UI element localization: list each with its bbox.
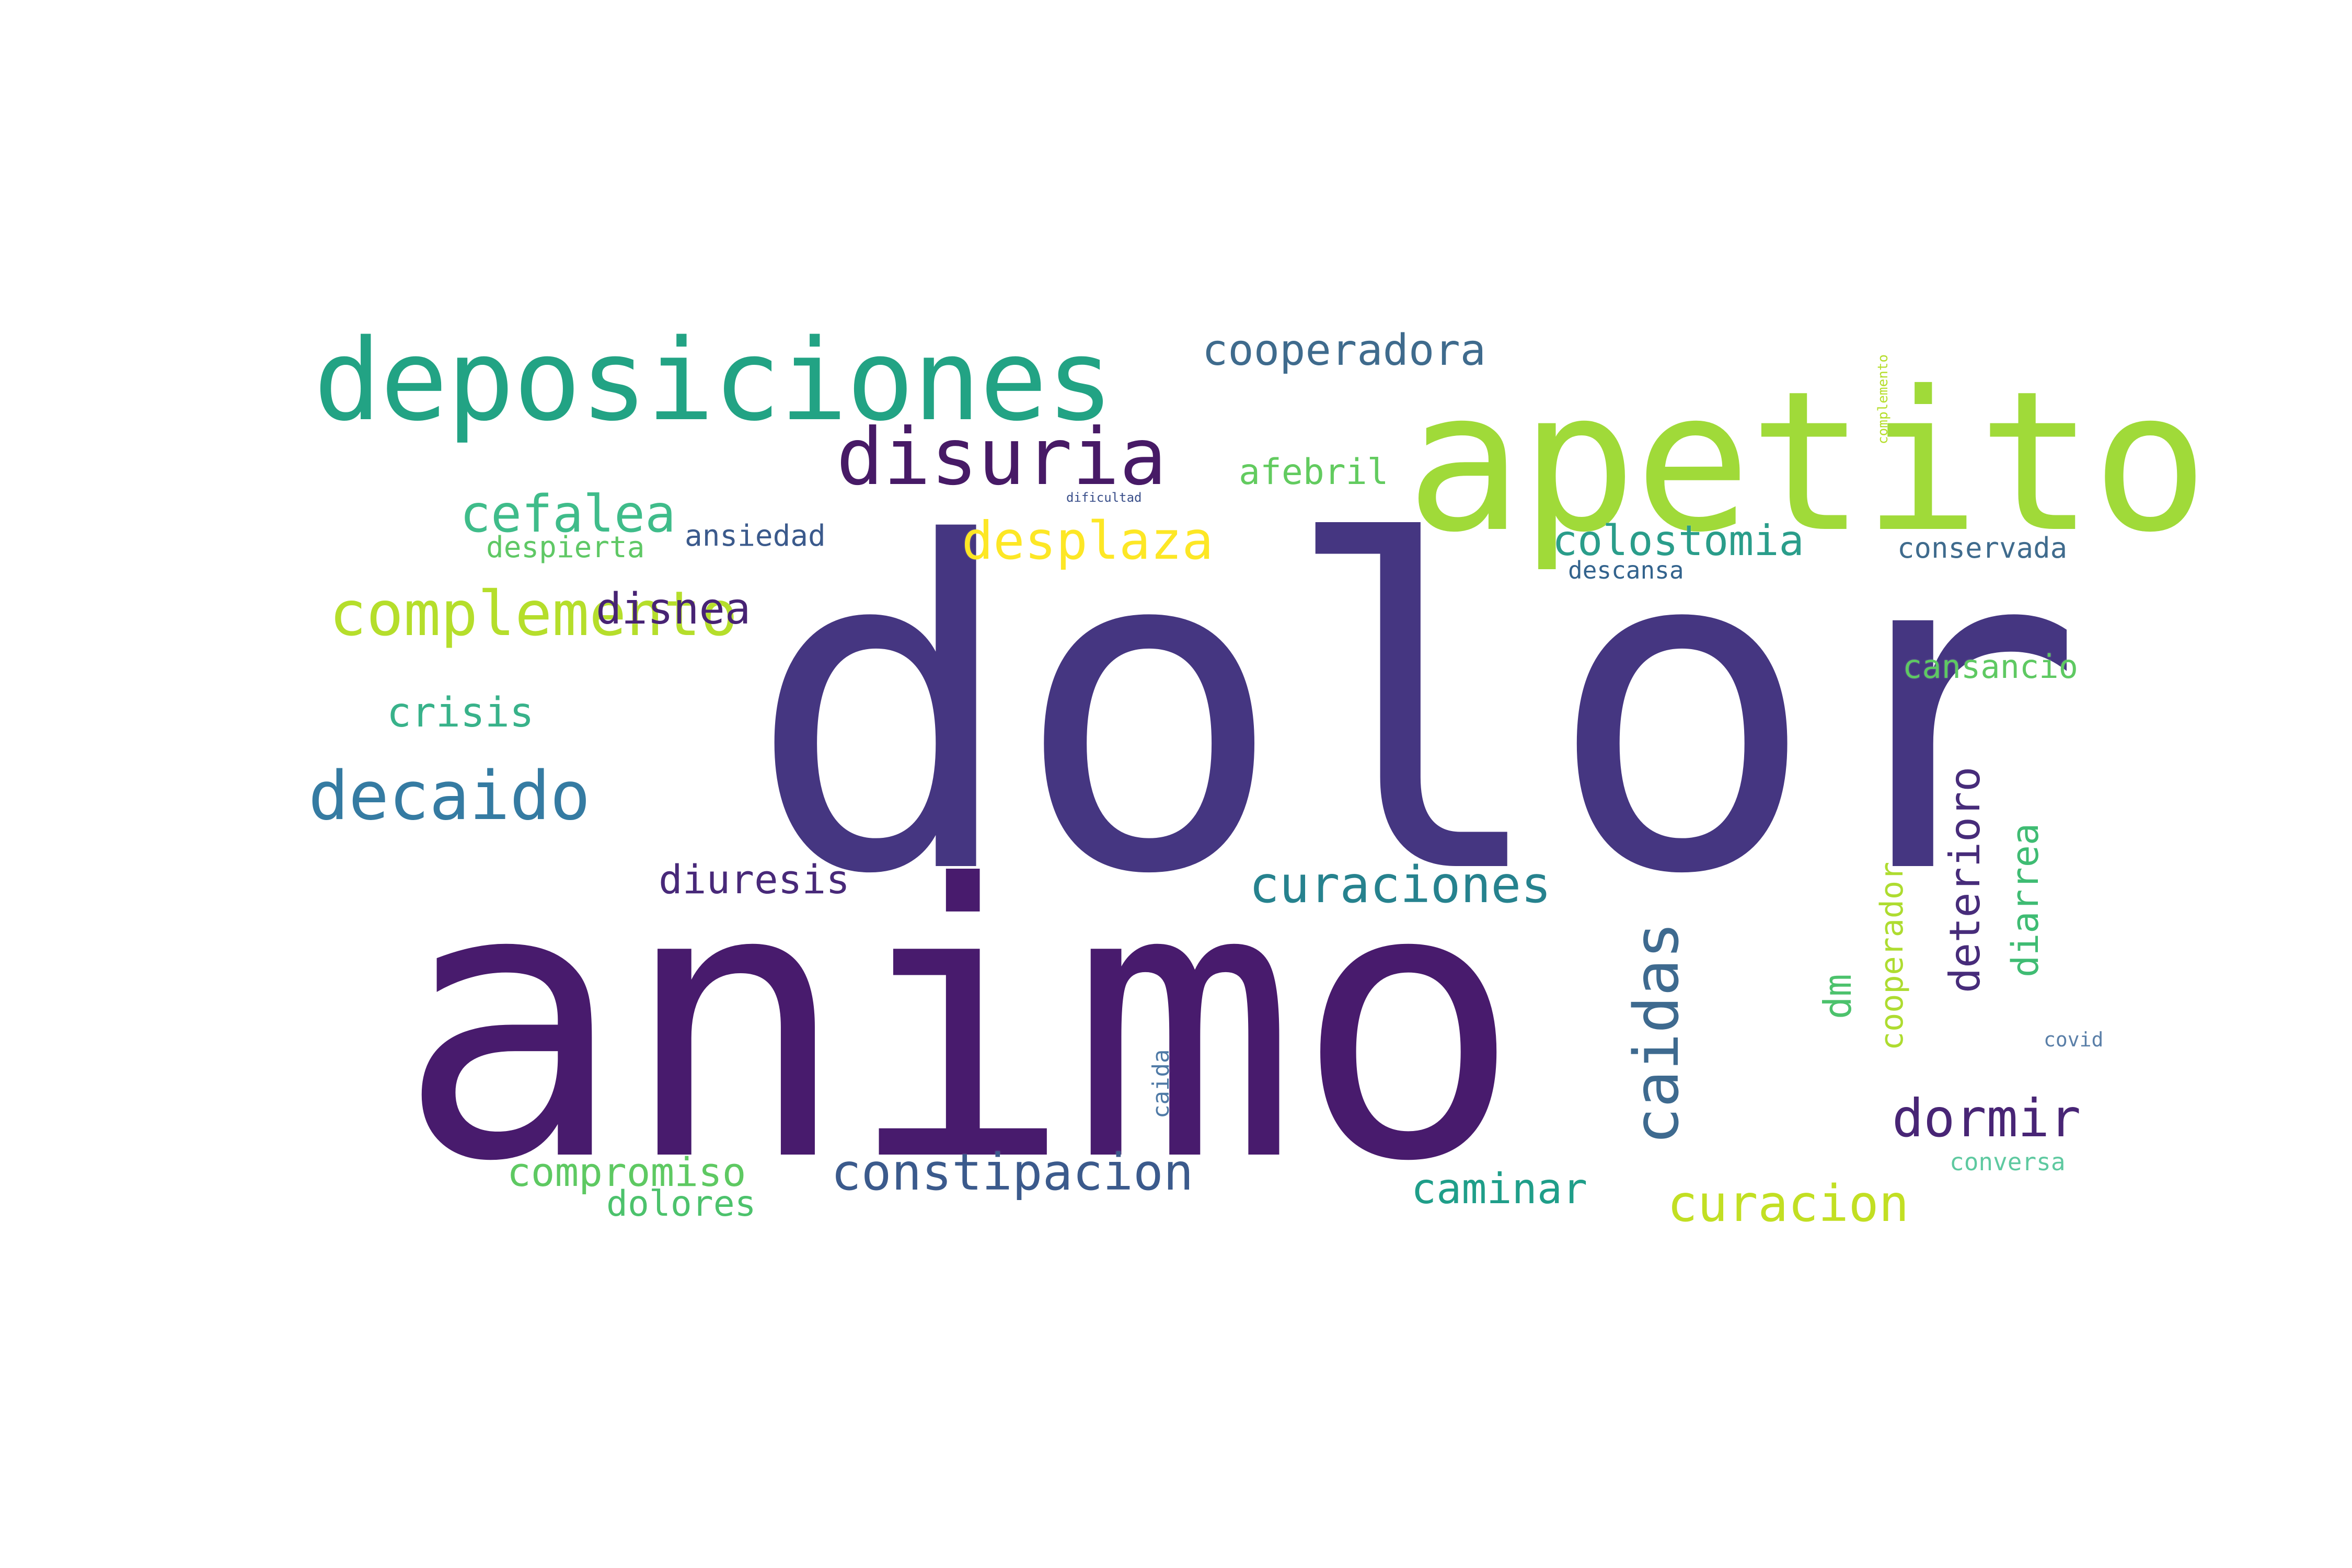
word-dificultad: dificultad bbox=[1066, 490, 1142, 505]
word-ansiedad: ansiedad bbox=[685, 519, 826, 553]
word-deterioro: diuresis bbox=[659, 856, 850, 903]
word-diarrea: deterioro bbox=[1941, 766, 1989, 993]
word-desplaza: desplaza bbox=[962, 510, 1214, 571]
word-compromiso: compromiso bbox=[507, 1149, 746, 1195]
word-colostomia: colostomia bbox=[1552, 516, 1804, 565]
word-disnea: complemento bbox=[329, 578, 738, 650]
word-complemento: complemento bbox=[1875, 354, 1891, 444]
word-descansa: descansa bbox=[1568, 556, 1684, 584]
word-curaciones: diarrea bbox=[2004, 823, 2047, 977]
word-decaido: cansancio bbox=[1903, 648, 2078, 686]
word-atencion: curaciones bbox=[1249, 856, 1551, 914]
word-cooperador: cooperador bbox=[1874, 861, 1910, 1051]
word-deposiciones: deposiciones bbox=[314, 315, 1114, 446]
word-dm: dm bbox=[1816, 974, 1860, 1019]
word-dolores: dolores bbox=[606, 1183, 756, 1225]
word-caminar: caminar bbox=[1411, 1165, 1588, 1213]
word-afebril: afebril bbox=[1239, 452, 1389, 493]
word-disuria: disuria bbox=[836, 412, 1167, 503]
word-crisis: disnea bbox=[596, 584, 751, 634]
word-covid: covid bbox=[2044, 1028, 2104, 1051]
word-conservada: conservada bbox=[1897, 532, 2068, 564]
word-apetito: apetito bbox=[1406, 350, 2208, 575]
word-caidas: caidas bbox=[1620, 921, 1692, 1145]
word-dormir: dormir bbox=[1892, 1088, 2081, 1149]
word-constipacion: constipacion bbox=[831, 1143, 1194, 1202]
word-despierta: despierta bbox=[486, 531, 645, 564]
word-diuresis: decaido bbox=[308, 757, 591, 835]
word-dolor: dolor bbox=[747, 449, 2084, 972]
word-animo: animo bbox=[397, 805, 1521, 1243]
word-cefalea: cefalea bbox=[460, 485, 676, 544]
word-conversa: conversa bbox=[1950, 1148, 2066, 1176]
word-cooperadora: cooperadora bbox=[1202, 326, 1486, 375]
word-curacion: curacion bbox=[1667, 1174, 1909, 1233]
word-cansancio: crisis bbox=[387, 689, 534, 736]
word-caida: caida bbox=[1148, 1049, 1174, 1119]
